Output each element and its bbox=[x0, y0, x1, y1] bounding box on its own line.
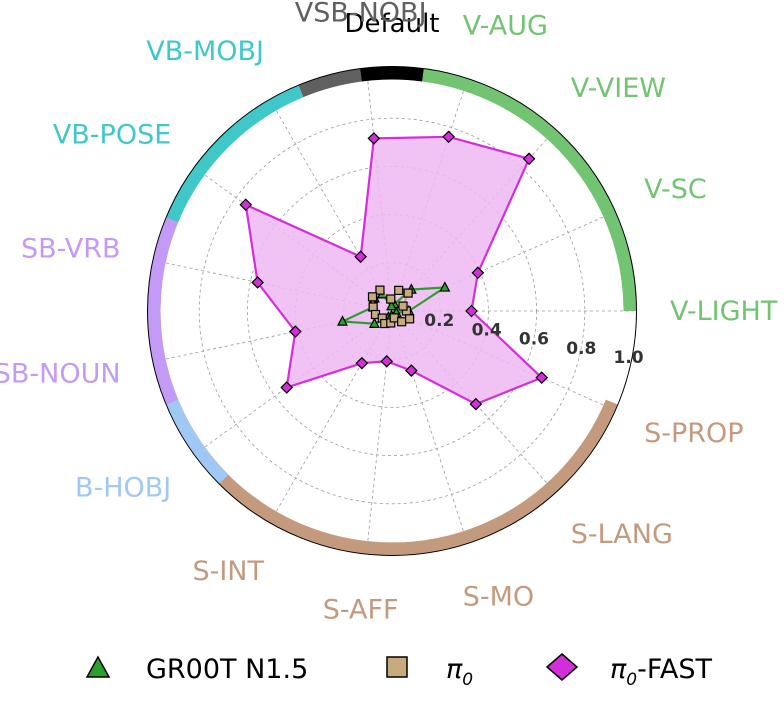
ring-segment-2 bbox=[147, 217, 179, 405]
series-2-point-12 bbox=[405, 364, 418, 377]
group-ring bbox=[147, 66, 637, 556]
series-2-point-7 bbox=[251, 276, 264, 289]
series-2-point-9 bbox=[280, 381, 294, 394]
series-2-point-2 bbox=[522, 152, 536, 166]
series-1-point-2 bbox=[403, 288, 413, 298]
series-1-point-6 bbox=[367, 292, 378, 302]
series-1-point-13 bbox=[397, 317, 407, 327]
series-2-point-10 bbox=[355, 356, 369, 370]
series-1-point-7 bbox=[368, 302, 378, 312]
series-2-point-11 bbox=[380, 354, 394, 368]
category-label-13: S-LANG bbox=[571, 519, 673, 550]
series-2 bbox=[239, 130, 549, 411]
legend-label-0: GR00T N1.5 bbox=[146, 654, 308, 685]
radial-tick-label-1: 0.4 bbox=[472, 320, 502, 340]
series-line-2 bbox=[244, 135, 543, 406]
ring-segment-4 bbox=[298, 68, 362, 98]
series-0-point-9 bbox=[368, 317, 380, 328]
category-label-3: V-AUG bbox=[463, 11, 548, 42]
series-1-point-12 bbox=[389, 313, 399, 323]
legend: GR00T N1.5 π0 π0-FAST bbox=[85, 653, 712, 690]
category-label-8: SB-NOUN bbox=[0, 358, 121, 389]
series-layer bbox=[239, 130, 549, 411]
legend-marker-0 bbox=[85, 655, 111, 678]
grid-spoke-12 bbox=[391, 310, 467, 541]
category-label-11: S-AFF bbox=[323, 594, 399, 625]
legend-label-2: π0-FAST bbox=[610, 654, 712, 690]
series-2-point-3 bbox=[442, 130, 455, 144]
series-1-point-14 bbox=[405, 314, 415, 324]
legend-marker-2 bbox=[545, 653, 579, 681]
radial-tick-label-4: 1.0 bbox=[614, 348, 644, 368]
chart-title: Default bbox=[345, 9, 440, 39]
category-label-6: VB-POSE bbox=[53, 120, 171, 151]
grid-spoke-5 bbox=[271, 102, 393, 312]
radial-tick-label-2: 0.6 bbox=[519, 330, 549, 350]
category-label-1: V-SC bbox=[644, 174, 707, 205]
series-0-point-1 bbox=[439, 281, 451, 292]
series-0-point-8 bbox=[337, 315, 348, 326]
series-2-point-6 bbox=[239, 198, 253, 212]
category-labels: V-LIGHT V-SC V-VIEW V-AUG VSB-NOBJ VB-MOBJ VB-… bbox=[0, 0, 778, 625]
ring-segment-1 bbox=[166, 399, 229, 484]
grid-spoke-8 bbox=[156, 310, 393, 362]
legend-marker-1 bbox=[386, 656, 408, 678]
ring-segment-6 bbox=[422, 68, 637, 312]
series-1-point-1 bbox=[398, 301, 408, 311]
outer-frame bbox=[147, 66, 637, 556]
radial-tick-labels: 0.2 0.4 0.6 0.8 1.0 bbox=[424, 311, 644, 368]
series-1-point-5 bbox=[375, 285, 385, 295]
series-2-point-1 bbox=[471, 266, 485, 280]
legend-label-1: π0 bbox=[446, 654, 473, 690]
series-2-point-13 bbox=[469, 397, 483, 411]
series-1 bbox=[367, 285, 415, 329]
radial-tick-label-0: 0.2 bbox=[424, 311, 454, 331]
series-2-point-0 bbox=[465, 304, 478, 318]
radial-tick-label-3: 0.8 bbox=[566, 339, 596, 359]
series-2-point-8 bbox=[289, 325, 302, 338]
ring-segment-5 bbox=[360, 66, 424, 82]
category-label-0: V-LIGHT bbox=[670, 296, 778, 327]
category-label-7: SB-VRB bbox=[21, 234, 121, 265]
grid-spoke-1 bbox=[391, 212, 613, 312]
series-1-point-4 bbox=[386, 294, 396, 304]
series-2-point-4 bbox=[367, 132, 381, 145]
series-2-point-14 bbox=[535, 371, 549, 385]
category-label-12: S-MO bbox=[463, 581, 534, 612]
grid-spoke-10 bbox=[271, 310, 393, 520]
category-label-10: S-INT bbox=[192, 556, 264, 587]
series-2-point-5 bbox=[354, 250, 368, 264]
grid-spoke-11 bbox=[366, 310, 393, 551]
category-label-14: S-PROP bbox=[644, 418, 743, 449]
category-label-5: VB-MOBJ bbox=[146, 36, 264, 67]
ring-segment-3 bbox=[166, 85, 304, 223]
category-label-4: VSB-NOBJ bbox=[295, 0, 427, 29]
category-label-2: V-VIEW bbox=[571, 73, 666, 104]
series-1-point-3 bbox=[394, 285, 404, 295]
category-label-9: B-HOBJ bbox=[75, 472, 171, 503]
